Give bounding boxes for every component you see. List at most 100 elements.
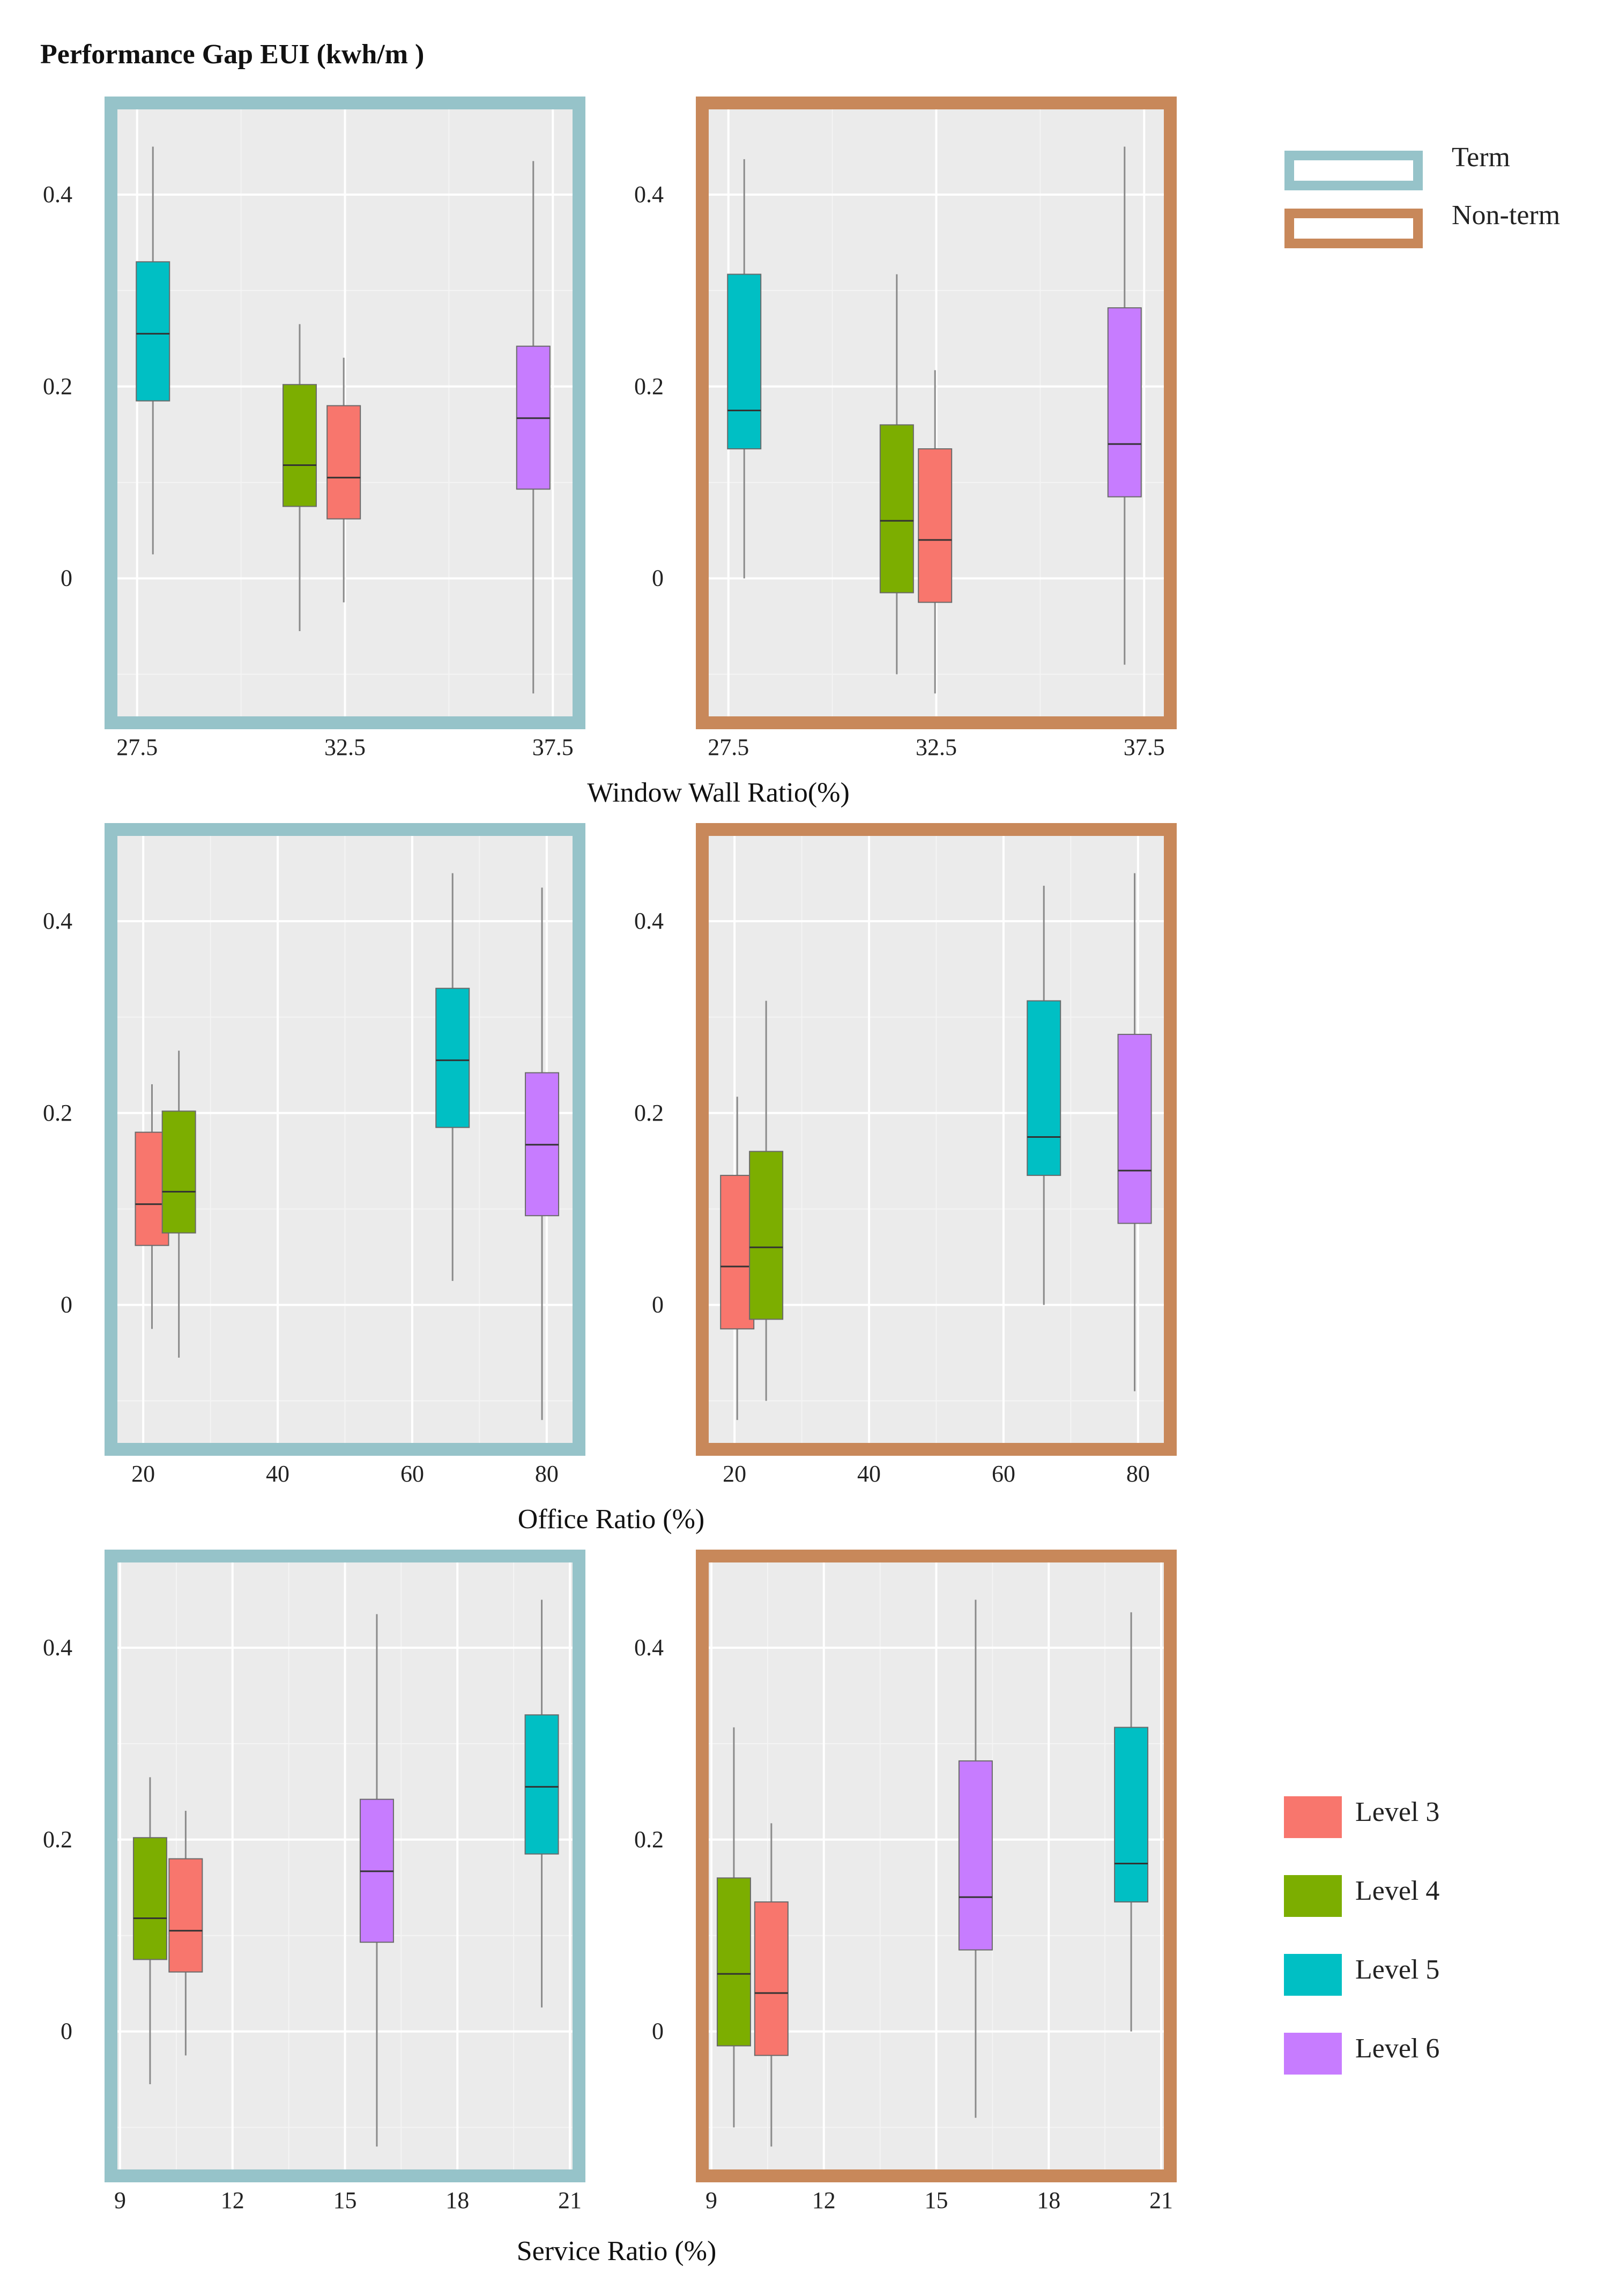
iqr-box [749,1151,784,1320]
legend-label: Term [1452,142,1510,173]
panel-frame [105,823,585,1456]
legend-item-non-term: Non-term [1284,200,1560,248]
legend-swatch [1284,209,1423,248]
box-level-5 [1114,1612,1149,2032]
box-level-5 [136,146,170,554]
x-axis-title: Office Ratio (%) [518,1504,704,1535]
x-tick-label: 27.5 [116,734,158,760]
iqr-box [168,1858,203,1973]
panel-1-non-term: 0 0.2 0.4 20 40 60 80 [634,823,1177,1487]
x-tick-label: 15 [333,2187,357,2213]
box-level-4 [161,1050,196,1358]
x-tick-label: 80 [535,1461,559,1487]
iqr-box [958,1760,993,1951]
legend-label: Level 5 [1355,1954,1439,1985]
x-axis-title: Service Ratio (%) [517,2236,717,2267]
panel-frame [105,97,585,729]
iqr-box [1117,1034,1152,1224]
legend-swatch [1284,151,1423,190]
x-tick-label: 32.5 [916,734,957,760]
y-tick-label: 0 [652,2018,664,2045]
y-tick-label: 0.2 [43,373,72,399]
y-tick-label: 0.2 [634,373,664,399]
x-tick-label: 60 [992,1461,1015,1487]
y-tick-label: 0.4 [43,1634,72,1661]
iqr-box [161,1110,196,1234]
iqr-box [136,261,170,402]
y-tick-label: 0 [652,565,664,591]
panel-0-term: 0 0.2 0.4 27.5 32.5 37.5 [43,97,585,760]
panel-2-term: 0 0.2 0.4 9 12 15 18 21 [43,1550,585,2213]
y-tick-label: 0.2 [43,1826,72,1853]
legend-item-level-3: Level 3 [1284,1796,1439,1838]
x-tick-label: 9 [114,2187,126,2213]
box-level-5 [727,159,762,579]
y-tick-label: 0.4 [43,181,72,208]
y-tick-label: 0 [652,1292,664,1318]
box-level-6 [958,1599,993,2118]
box-level-5 [1027,885,1061,1305]
box-level-6 [525,887,560,1420]
box-level-3 [168,1811,203,2056]
legend-item-term: Term [1284,142,1510,190]
x-tick-label: 60 [400,1461,424,1487]
iqr-box [720,1175,755,1330]
box-level-6 [359,1614,394,2147]
iqr-box [282,384,317,507]
y-tick-label: 0.4 [634,908,664,934]
panel-frame [105,1550,585,2182]
x-tick-label: 32.5 [324,734,366,760]
iqr-box [435,988,470,1128]
x-tick-label: 37.5 [1124,734,1165,760]
x-axis-titles: Window Wall Ratio(%) Office Ratio (%) Serv… [517,777,850,2267]
box-level-4 [132,1777,167,2084]
x-tick-label: 40 [857,1461,881,1487]
iqr-box [1107,307,1142,498]
iqr-box [132,1837,167,1960]
panel-1-term: 0 0.2 0.4 20 40 60 80 [43,823,585,1487]
legend-item-level-6: Level 6 [1284,2033,1439,2075]
legend-swatch [1284,1875,1342,1917]
box-level-4 [749,1001,784,1401]
iqr-box [1114,1727,1149,1903]
x-tick-label: 20 [723,1461,746,1487]
legend-swatch [1284,1954,1342,1996]
box-level-3 [326,358,361,603]
x-tick-label: 21 [1149,2187,1173,2213]
x-tick-label: 27.5 [708,734,749,760]
panel-frame [696,823,1177,1456]
iqr-box [754,1901,789,2056]
y-tick-label: 0 [61,2018,72,2045]
iqr-box [524,1714,559,1855]
iqr-box [727,273,762,450]
panel-2-non-term: 0 0.2 0.4 9 12 15 18 21 [634,1550,1177,2213]
legend-swatch [1284,2033,1342,2075]
legend-label: Non-term [1452,200,1560,231]
legend-label: Level 4 [1355,1876,1439,1906]
x-tick-label: 15 [925,2187,948,2213]
x-tick-label: 12 [221,2187,244,2213]
x-tick-label: 12 [812,2187,836,2213]
x-tick-label: 37.5 [532,734,574,760]
x-tick-label: 80 [1126,1461,1150,1487]
x-tick-label: 20 [131,1461,155,1487]
legend-item-level-5: Level 5 [1284,1954,1439,1996]
x-tick-label: 21 [558,2187,582,2213]
y-tick-label: 0.2 [634,1100,664,1126]
x-tick-label: 18 [1037,2187,1060,2213]
box-level-3 [918,370,953,694]
panel-0-non-term: 0 0.2 0.4 27.5 32.5 37.5 [634,97,1177,760]
panel-frame [696,97,1177,729]
y-tick-label: 0.2 [634,1826,664,1853]
x-tick-label: 40 [266,1461,289,1487]
y-tick-label: 0 [61,565,72,591]
box-level-4 [716,1727,751,2128]
y-tick-label: 0.4 [43,908,72,934]
box-level-6 [516,161,551,694]
y-tick-label: 0.4 [634,181,664,208]
chart-panels: 00.20.427.5 32.5 37.500.20.427.5 32.5 37.500… [43,97,1177,2213]
box-level-5 [524,1599,559,2008]
legend-label: Level 6 [1355,2033,1439,2064]
box-level-4 [879,274,914,675]
